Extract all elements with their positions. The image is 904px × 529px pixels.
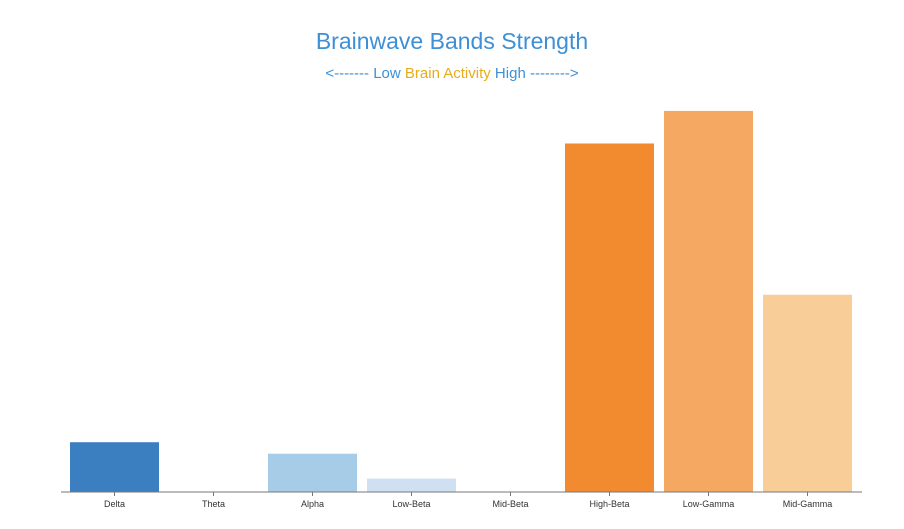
x-axis-ticks: Delta Theta Alpha Low-Beta Mid-Beta High-Beta… xyxy=(104,492,832,509)
chart-subtitle: <------- Low Brain Activity High -------… xyxy=(0,64,904,84)
bar-high-beta xyxy=(565,143,654,492)
bars-group xyxy=(70,110,852,492)
x-tick-label-alpha: Alpha xyxy=(301,499,324,509)
subtitle-brain-activity: Brain Activity xyxy=(404,65,491,82)
x-tick-label-delta: Delta xyxy=(104,499,125,509)
bar-alpha xyxy=(268,453,357,492)
x-tick-label-mid-beta: Mid-Beta xyxy=(492,499,528,509)
x-tick-label-high-beta: High-Beta xyxy=(589,499,629,509)
bar-delta xyxy=(70,442,159,492)
bar-low-gamma xyxy=(664,110,753,492)
x-tick-label-mid-gamma: Mid-Gamma xyxy=(783,499,833,509)
x-tick-label-low-gamma: Low-Gamma xyxy=(683,499,735,509)
bar-low-beta xyxy=(367,478,456,492)
x-tick-label-low-beta: Low-Beta xyxy=(392,499,430,509)
subtitle-low: <------- Low xyxy=(325,65,405,82)
subtitle-high: High --------> xyxy=(490,65,579,82)
bar-mid-gamma xyxy=(763,294,852,492)
x-tick-label-theta: Theta xyxy=(202,499,225,509)
chart-title: Brainwave Bands Strength xyxy=(315,28,589,54)
